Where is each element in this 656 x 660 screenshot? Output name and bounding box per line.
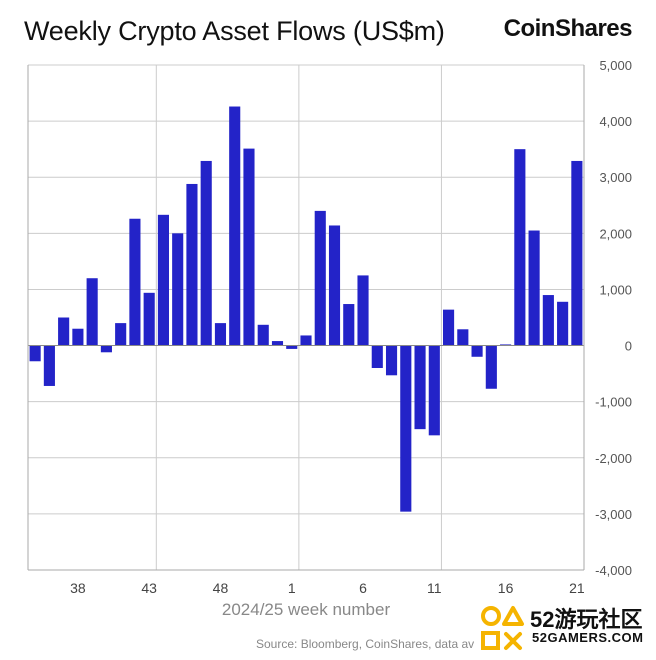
y-tick-label: 1,000 <box>599 282 632 297</box>
x-tick-label: 21 <box>569 580 585 596</box>
gamepad-buttons-icon <box>481 606 524 650</box>
bar <box>428 345 440 436</box>
bar <box>500 344 512 346</box>
bar <box>557 301 569 346</box>
x-axis-title: 2024/25 week number <box>221 600 391 619</box>
x-tick-label: 11 <box>427 580 442 596</box>
bar <box>214 323 227 346</box>
bar <box>58 317 70 346</box>
bar <box>271 341 284 346</box>
y-tick-label: -2,000 <box>595 451 632 466</box>
y-tick-label: -4,000 <box>595 563 632 578</box>
bar <box>186 183 198 346</box>
bar <box>414 345 426 430</box>
bar <box>400 345 412 512</box>
bar <box>243 148 255 346</box>
watermark: 52游玩社区 52GAMERS.COM <box>478 600 650 658</box>
bar <box>200 160 212 346</box>
source-note: Source: Bloomberg, CoinShares, data av <box>256 637 475 651</box>
y-tick-label: 0 <box>625 339 632 354</box>
y-tick-label: 3,000 <box>599 170 632 185</box>
y-tick-label: -1,000 <box>595 395 632 410</box>
bar <box>157 214 169 346</box>
x-tick-label: 43 <box>141 580 157 596</box>
bar <box>357 275 369 346</box>
bar <box>115 323 127 346</box>
bar <box>571 160 583 346</box>
bar <box>514 149 526 346</box>
watermark-subtext: 52GAMERS.COM <box>532 630 644 645</box>
bar <box>129 218 141 346</box>
bar <box>471 345 483 357</box>
bar <box>29 345 41 362</box>
bar <box>528 230 540 346</box>
y-tick-label: 4,000 <box>599 114 632 129</box>
bar <box>328 225 341 346</box>
bar <box>257 324 269 346</box>
x-tick-label: 1 <box>288 580 296 596</box>
y-tick-label: 5,000 <box>599 58 632 73</box>
x-tick-label: 16 <box>498 580 514 596</box>
bar <box>385 345 398 376</box>
bar <box>172 233 184 346</box>
x-tick-label: 48 <box>213 580 229 596</box>
bar <box>300 335 312 346</box>
bars <box>29 106 583 512</box>
axes <box>27 65 585 571</box>
bar <box>443 309 455 346</box>
x-tick-label: 6 <box>359 580 367 596</box>
bar <box>371 345 383 368</box>
bar <box>286 345 298 349</box>
bar-chart: 38 43 48 1 6 11 16 21 5,0004,0003,0002,0001,000… <box>27 58 632 596</box>
bar <box>143 292 155 346</box>
watermark-text: 52游玩社区 <box>530 607 643 632</box>
grid-lines <box>28 64 584 571</box>
bar <box>229 106 241 346</box>
y-tick-label: -3,000 <box>595 507 632 522</box>
bar <box>343 304 355 346</box>
bar <box>457 329 469 346</box>
x-tick-labels: 38 43 48 1 6 11 16 21 <box>70 580 585 596</box>
bar <box>43 345 55 386</box>
bar <box>72 328 84 346</box>
bar <box>314 210 326 346</box>
y-tick-label: 2,000 <box>599 226 632 241</box>
bar <box>542 295 554 346</box>
bar <box>86 278 98 346</box>
y-tick-labels: 5,000 4,000 3,000 2,000 1,000 0 -1,000 -2,000 -3… <box>595 58 632 578</box>
bar <box>485 345 497 389</box>
chart-title: Weekly Crypto Asset Flows (US$m) <box>24 16 445 46</box>
brand-logo: CoinShares <box>503 15 633 42</box>
x-tick-label: 38 <box>70 580 86 596</box>
bar <box>100 345 112 353</box>
